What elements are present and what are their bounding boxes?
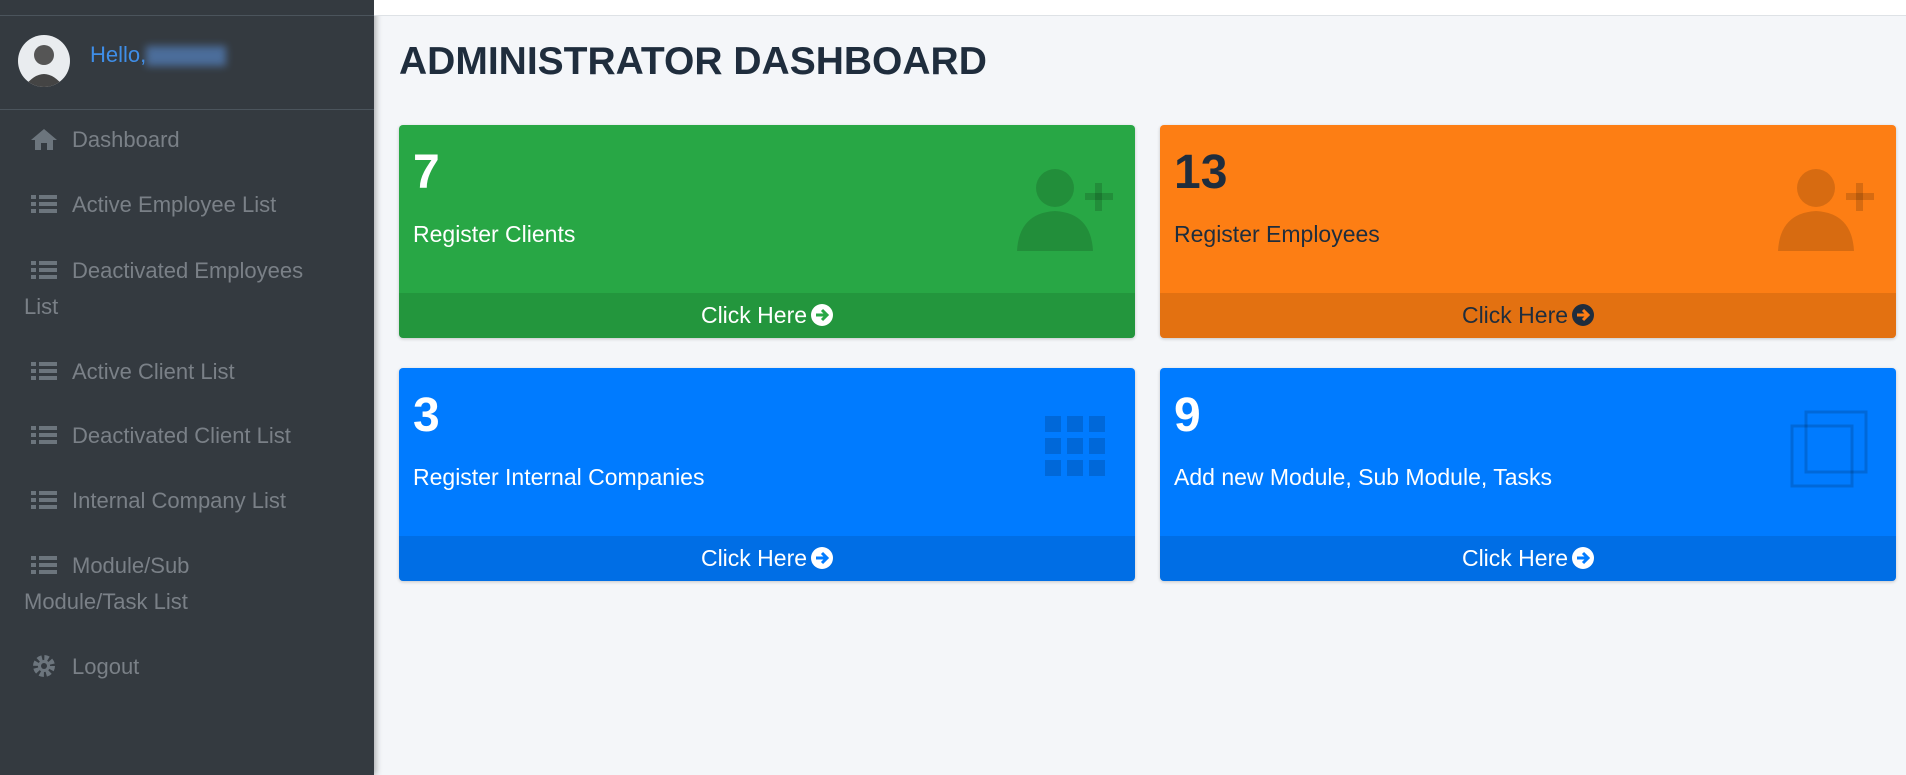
card: 3 Register Internal Companies Click Here <box>399 368 1135 581</box>
menu-text: Internal Company List <box>72 488 286 513</box>
link-text: Click Here <box>1461 545 1569 571</box>
card-link[interactable]: Click Here <box>399 536 1135 581</box>
arrow-icon <box>1572 304 1595 326</box>
card-link[interactable]: Click Here <box>1160 536 1896 581</box>
menu-item[interactable]: Active Employee List <box>24 187 324 223</box>
card-label: Add new Module, Sub Module, Tasks <box>1174 464 1553 490</box>
list-icon <box>31 426 57 444</box>
menu-text: Deactivated Employees List <box>24 258 304 319</box>
menu-item[interactable]: Active Client List <box>24 354 324 390</box>
blurred-name <box>146 46 227 67</box>
menu-text: Deactivated Client List <box>72 423 291 448</box>
cog-icon <box>33 655 55 677</box>
separator <box>0 109 374 110</box>
link-text: Click Here <box>700 302 808 328</box>
card-value: 9 <box>1174 389 1201 442</box>
sidebar-top <box>0 0 374 16</box>
menu-item[interactable]: Deactivated Client List <box>24 418 324 454</box>
menu-text: Dashboard <box>72 127 180 152</box>
menu-item[interactable]: Logout <box>24 649 324 685</box>
top-bar <box>374 0 1906 16</box>
menu-item[interactable]: Deactivated Employees List <box>24 253 324 325</box>
card: 9 Add new Module, Sub Module, Tasks Clic… <box>1160 368 1896 581</box>
menu-text: Module/Sub Module/Task List <box>24 553 190 614</box>
user-plus-icon <box>1778 169 1874 251</box>
user-plus-icon <box>1017 169 1113 251</box>
arrow-icon <box>811 304 834 326</box>
avatar-image <box>24 45 64 87</box>
list-icon <box>31 261 57 279</box>
greeting-text: Hello, <box>90 42 147 67</box>
menu-text: Active Client List <box>72 359 235 384</box>
link-text: Click Here <box>700 545 808 571</box>
list-icon <box>31 362 57 380</box>
copy-icon <box>1790 410 1868 488</box>
page-title: ADMINISTRATOR DASHBOARD <box>399 40 987 83</box>
link-text: Click Here <box>1461 302 1569 328</box>
sidebar: Hello, Dashboard Active Employee List De… <box>0 0 374 775</box>
card-link[interactable]: Click Here <box>399 293 1135 338</box>
avatar[interactable] <box>18 35 70 87</box>
menu-text: Logout <box>72 654 140 679</box>
list-icon <box>31 556 57 574</box>
menu-item[interactable]: Dashboard <box>24 122 324 158</box>
card-value: 13 <box>1174 146 1228 199</box>
list-icon <box>31 195 57 213</box>
card: 7 Register Clients Click Here <box>399 125 1135 338</box>
menu-text: Active Employee List <box>72 192 277 217</box>
card-label: Register Clients <box>413 221 576 247</box>
menu-item[interactable]: Module/Sub Module/Task List <box>24 548 254 620</box>
grid-icon <box>1045 416 1105 476</box>
arrow-icon <box>1572 547 1595 569</box>
card-link[interactable]: Click Here <box>1160 293 1896 338</box>
home-icon <box>31 129 57 150</box>
menu-item[interactable]: Internal Company List <box>24 483 324 519</box>
arrow-icon <box>811 547 834 569</box>
card-label: Register Internal Companies <box>413 464 705 490</box>
card: 13 Register Employees Click Here <box>1160 125 1896 338</box>
list-icon <box>31 491 57 509</box>
greeting: Hello, <box>90 42 227 68</box>
card-label: Register Employees <box>1174 221 1380 247</box>
card-value: 3 <box>413 389 440 442</box>
card-value: 7 <box>413 146 440 199</box>
